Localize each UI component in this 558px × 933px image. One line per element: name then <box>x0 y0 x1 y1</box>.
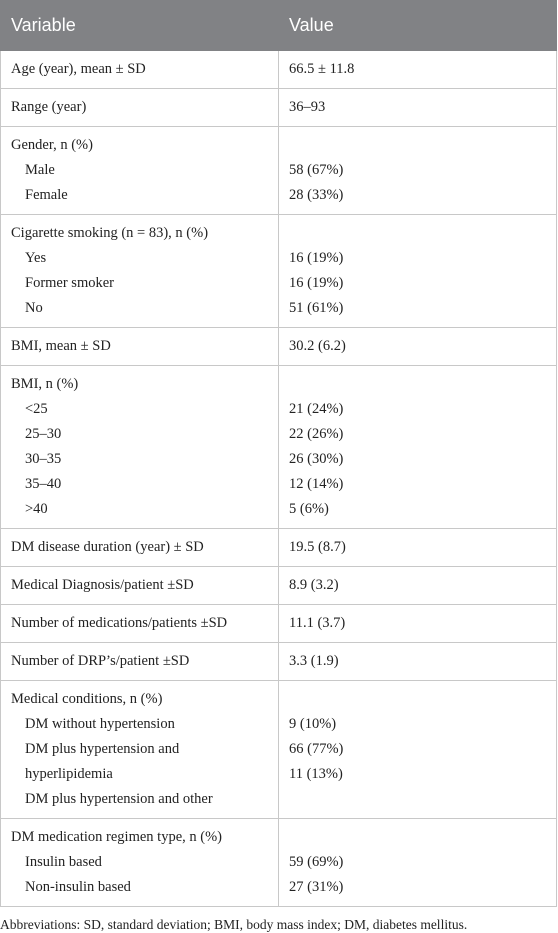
spacer <box>289 221 546 246</box>
variable-label: BMI, n (%) <box>11 376 79 392</box>
variable-label: Age (year), mean ± SD <box>11 61 146 77</box>
sub-variable-label: Insulin based <box>25 854 102 870</box>
variable-cell: Cigarette smoking (n = 83), n (%) Yes Form… <box>0 214 279 328</box>
value-text: 66 (77%) <box>289 741 344 757</box>
spacer <box>289 687 546 712</box>
value-cell: 36–93 <box>278 88 557 127</box>
value-cell: 58 (67%) 28 (33%) <box>278 126 557 215</box>
variable-cell: DM medication regimen type, n (%) Insulin… <box>0 818 279 907</box>
value-text: 58 (67%) <box>289 162 344 178</box>
sub-variable-label: >40 <box>25 501 48 517</box>
variable-label: Number of medications/patients ±SD <box>11 615 228 631</box>
variable-label: DM disease duration (year) ± SD <box>11 539 204 555</box>
value-cell: 3.3 (1.9) <box>278 642 557 681</box>
value-cell: 59 (69%) 27 (31%) <box>278 818 557 907</box>
sub-variable-label: 35–40 <box>25 476 62 492</box>
value-text: 5 (6%) <box>289 501 329 517</box>
row: Age (year), mean ± SD 66.5 ± 11.8 <box>0 50 557 89</box>
spacer <box>289 372 546 397</box>
value-text: 3.3 (1.9) <box>289 653 339 669</box>
value-text: 27 (31%) <box>289 879 344 895</box>
row: Number of medications/patients ±SD 11.1 (… <box>0 604 557 643</box>
variable-cell: Age (year), mean ± SD <box>0 50 279 89</box>
variable-label: Medical Diagnosis/patient ±SD <box>11 577 194 593</box>
value-cell: 16 (19%) 16 (19%) 51 (61%) <box>278 214 557 328</box>
sub-variable-label: Male <box>25 162 55 178</box>
variable-cell: BMI, mean ± SD <box>0 327 279 366</box>
variable-cell: DM disease duration (year) ± SD <box>0 528 279 567</box>
sub-variable-label: No <box>25 300 43 316</box>
value-text: 36–93 <box>289 99 326 115</box>
sub-variable-label: 30–35 <box>25 451 62 467</box>
row: Cigarette smoking (n = 83), n (%) Yes Form… <box>0 214 557 328</box>
value-text: 66.5 ± 11.8 <box>289 61 355 77</box>
variable-cell: Medical conditions, n (%) DM without hype… <box>0 680 279 819</box>
row: BMI, mean ± SD 30.2 (6.2) <box>0 327 557 366</box>
value-cell: 30.2 (6.2) <box>278 327 557 366</box>
value-text: 8.9 (3.2) <box>289 577 339 593</box>
spacer <box>289 825 546 850</box>
variable-label: Medical conditions, n (%) <box>11 691 163 707</box>
header-cell: Variable <box>0 0 279 51</box>
value-text: 28 (33%) <box>289 187 344 203</box>
sub-variable-label: <25 <box>25 401 48 417</box>
sub-variable-label: DM plus hypertension and other <box>25 791 213 807</box>
value-text: 9 (10%) <box>289 716 337 732</box>
row: Medical conditions, n (%) DM without hype… <box>0 680 557 819</box>
value-cell: 11.1 (3.7) <box>278 604 557 643</box>
sub-variable-label: 25–30 <box>25 426 62 442</box>
value-text: 51 (61%) <box>289 300 344 316</box>
variable-cell: Number of DRP’s/patient ±SD <box>0 642 279 681</box>
value-text: 16 (19%) <box>289 250 344 266</box>
variable-label: Gender, n (%) <box>11 137 93 153</box>
value-text: 16 (19%) <box>289 275 344 291</box>
variable-cell: Range (year) <box>0 88 279 127</box>
value-text: 26 (30%) <box>289 451 344 467</box>
variable-cell: Number of medications/patients ±SD <box>0 604 279 643</box>
value-text: 19.5 (8.7) <box>289 539 346 555</box>
value-text: 11.1 (3.7) <box>289 615 346 631</box>
row: DM medication regimen type, n (%) Insulin… <box>0 818 557 907</box>
sub-variable-label: Former smoker <box>25 275 114 291</box>
value-cell: 19.5 (8.7) <box>278 528 557 567</box>
value-cell: 21 (24%) 22 (26%) 26 (30%) 12 (14%) 5 (6%) <box>278 365 557 529</box>
row: Number of DRP’s/patient ±SD 3.3 (1.9) <box>0 642 557 681</box>
row: Gender, n (%) Male Female 58 (67%) 28 (33%) <box>0 126 557 215</box>
value-cell: 66.5 ± 11.8 <box>278 50 557 89</box>
header-row: Variable Value <box>0 0 557 51</box>
sub-variable-label: DM plus hypertension and hyperlipidemia <box>25 741 180 782</box>
row: DM disease duration (year) ± SD 19.5 (8.7… <box>0 528 557 567</box>
value-text: 22 (26%) <box>289 426 344 442</box>
sub-variable-label: Non-insulin based <box>25 879 131 895</box>
variable-label: BMI, mean ± SD <box>11 338 111 354</box>
variable-label: Number of DRP’s/patient ±SD <box>11 653 190 669</box>
value-cell: 8.9 (3.2) <box>278 566 557 605</box>
value-text: 21 (24%) <box>289 401 344 417</box>
row: Range (year) 36–93 <box>0 88 557 127</box>
sub-variable-label: Female <box>25 187 68 203</box>
spacer <box>289 133 546 158</box>
row: Medical Diagnosis/patient ±SD 8.9 (3.2) <box>0 566 557 605</box>
sub-variable-label: DM without hypertension <box>25 716 175 732</box>
variable-cell: Gender, n (%) Male Female <box>0 126 279 215</box>
row: BMI, n (%) <25 25–30 30–35 35–40 >40 21 (24%) 2… <box>0 365 557 529</box>
header-cell: Value <box>278 0 557 51</box>
value-cell: 9 (10%) 66 (77%) 11 (13%) <box>278 680 557 819</box>
variable-cell: Medical Diagnosis/patient ±SD <box>0 566 279 605</box>
table-body: Age (year), mean ± SD 66.5 ± 11.8 Range (y… <box>0 50 557 907</box>
value-text: 59 (69%) <box>289 854 344 870</box>
variable-cell: BMI, n (%) <25 25–30 30–35 35–40 >40 <box>0 365 279 529</box>
value-text: 30.2 (6.2) <box>289 338 346 354</box>
sub-variable-label: Yes <box>25 250 47 266</box>
variable-label: Range (year) <box>11 99 87 115</box>
variable-label: Cigarette smoking (n = 83), n (%) <box>11 225 209 241</box>
footnote: Abbreviations: SD, standard deviation; B… <box>0 917 468 932</box>
variable-label: DM medication regimen type, n (%) <box>11 829 222 845</box>
value-text: 12 (14%) <box>289 476 344 492</box>
data-table: Variable Value Age (year), mean ± SD 66.5… <box>0 0 557 907</box>
value-text: 11 (13%) <box>289 766 343 782</box>
